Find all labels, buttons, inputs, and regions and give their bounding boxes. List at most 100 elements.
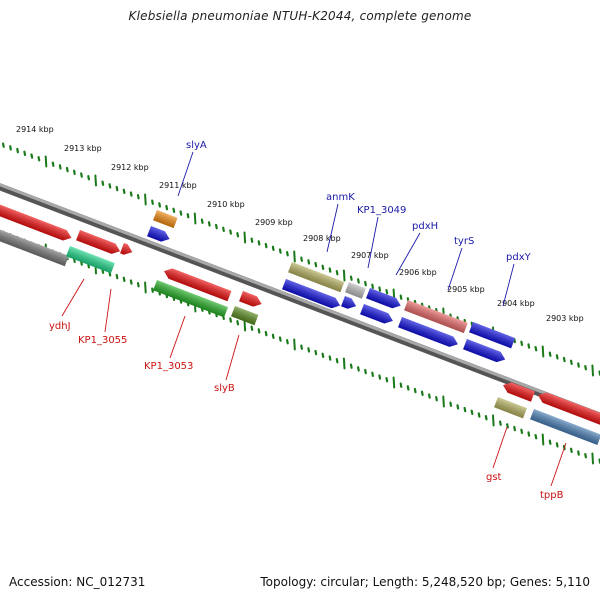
minor-tick: [172, 207, 176, 214]
scale-label: 2908 kbp: [303, 234, 341, 243]
scale-label: 2909 kbp: [255, 218, 293, 227]
minor-tick: [399, 294, 403, 300]
minor-tick: [30, 153, 34, 159]
feature-red-small-mid[interactable]: [239, 291, 263, 309]
feature-teal[interactable]: [66, 246, 115, 274]
feature-gray-KP1_3049[interactable]: [345, 282, 366, 299]
minor-tick: [271, 245, 275, 252]
minor-tick: [520, 340, 524, 347]
feature-red-small[interactable]: [76, 230, 122, 256]
major-tick: [44, 155, 48, 168]
genome-backbone: [0, 183, 600, 420]
minor-tick: [129, 279, 133, 285]
gene-label-slyA[interactable]: slyA: [186, 140, 207, 151]
feature-blue-anmK[interactable]: [282, 279, 342, 311]
feature-blue-slyA[interactable]: [147, 226, 171, 244]
feature-orange[interactable]: [153, 210, 178, 229]
minor-tick: [278, 248, 282, 254]
minor-tick: [335, 270, 339, 276]
scale-label-layer: 2914 kbp 2913 kbp 2912 kbp 2911 kbp 2910 kbp…: [16, 125, 584, 323]
minor-tick: [328, 267, 332, 273]
minor-tick: [364, 368, 367, 375]
minor-tick: [16, 147, 19, 154]
minor-tick: [9, 145, 12, 151]
feature-olive[interactable]: [231, 306, 259, 326]
minor-tick: [307, 347, 311, 353]
minor-tick: [229, 317, 232, 323]
minor-tick: [477, 412, 481, 418]
minor-tick: [300, 344, 303, 350]
feature-green[interactable]: [153, 280, 228, 318]
minor-tick: [456, 404, 460, 410]
gene-label-anmK[interactable]: anmK: [326, 192, 355, 203]
feature-blue-pdxH2[interactable]: [360, 304, 395, 326]
feature-khaki-anmK[interactable]: [288, 262, 345, 293]
leader-layer: [61, 151, 567, 487]
gene-label-ydhJ[interactable]: ydhJ: [49, 321, 71, 332]
major-tick: [293, 250, 296, 263]
feature-red-mid[interactable]: [162, 266, 232, 302]
feature-blue-small[interactable]: [341, 296, 358, 311]
feature-blue-pdxY[interactable]: [469, 322, 516, 349]
minor-tick: [562, 356, 566, 363]
minor-tick: [378, 286, 382, 292]
feature-gray-lower-left[interactable]: [0, 222, 69, 267]
feature-red-tiny[interactable]: [120, 243, 134, 257]
feature-red-upper-left[interactable]: [0, 197, 73, 243]
minor-tick: [357, 278, 360, 284]
minor-tick: [51, 161, 55, 167]
leader-KP1_3053: [169, 315, 186, 359]
minor-tick: [470, 409, 474, 416]
scale-label: 2906 kbp: [399, 268, 437, 277]
feature-steelblue-tppB[interactable]: [530, 409, 600, 445]
gene-label-KP1_3049[interactable]: KP1_3049: [357, 205, 406, 216]
gene-label-pdxY[interactable]: pdxY: [506, 252, 532, 263]
minor-tick: [555, 442, 559, 448]
scale-label: 2910 kbp: [207, 200, 245, 209]
major-tick: [392, 376, 396, 389]
minor-tick: [250, 325, 254, 331]
major-tick: [591, 452, 594, 465]
minor-tick: [58, 164, 62, 170]
scale-label: 2904 kbp: [497, 299, 535, 308]
leader-pdxY: [502, 263, 515, 307]
gene-label-tppB[interactable]: tppB: [540, 490, 564, 501]
scale-label: 2912 kbp: [111, 163, 149, 172]
minor-tick: [527, 343, 531, 349]
feature-blue-pdxY2[interactable]: [463, 339, 507, 365]
minor-tick: [151, 287, 154, 293]
feature-blue-tyrS[interactable]: [398, 317, 460, 349]
minor-tick: [428, 393, 431, 399]
minor-tick: [264, 330, 268, 337]
minor-tick: [435, 396, 438, 402]
minor-tick: [520, 428, 524, 435]
leader-ydhJ: [61, 278, 85, 317]
minor-tick: [236, 232, 240, 238]
feature-khaki-gst[interactable]: [494, 397, 527, 419]
minor-tick: [399, 382, 403, 388]
feature-red-right[interactable]: [536, 390, 600, 426]
gene-label-slyB[interactable]: slyB: [214, 383, 235, 394]
gene-label-pdxH[interactable]: pdxH: [412, 221, 438, 232]
feature-salmon-tyrS[interactable]: [404, 300, 468, 334]
gene-label-gst[interactable]: gst: [486, 472, 502, 483]
minor-tick: [314, 261, 318, 268]
minor-tick: [236, 320, 240, 326]
gene-label-KP1_3053[interactable]: KP1_3053: [144, 361, 193, 372]
gene-label-tyrS[interactable]: tyrS: [454, 236, 474, 247]
minor-tick: [506, 423, 509, 429]
minor-tick: [108, 183, 112, 189]
minor-tick: [378, 374, 382, 380]
feature-red-gst[interactable]: [501, 380, 535, 402]
feature-blue-pdxH[interactable]: [366, 288, 403, 311]
minor-tick: [385, 289, 389, 295]
minor-tick: [371, 371, 374, 378]
minor-tick: [548, 351, 552, 357]
gene-label-KP1_3055[interactable]: KP1_3055: [78, 335, 127, 346]
minor-tick: [136, 194, 140, 200]
minor-tick: [413, 387, 417, 394]
minor-tick: [229, 229, 232, 235]
scale-label: 2907 kbp: [351, 251, 389, 260]
minor-tick: [257, 328, 261, 334]
leader-KP1_3049: [367, 216, 379, 269]
